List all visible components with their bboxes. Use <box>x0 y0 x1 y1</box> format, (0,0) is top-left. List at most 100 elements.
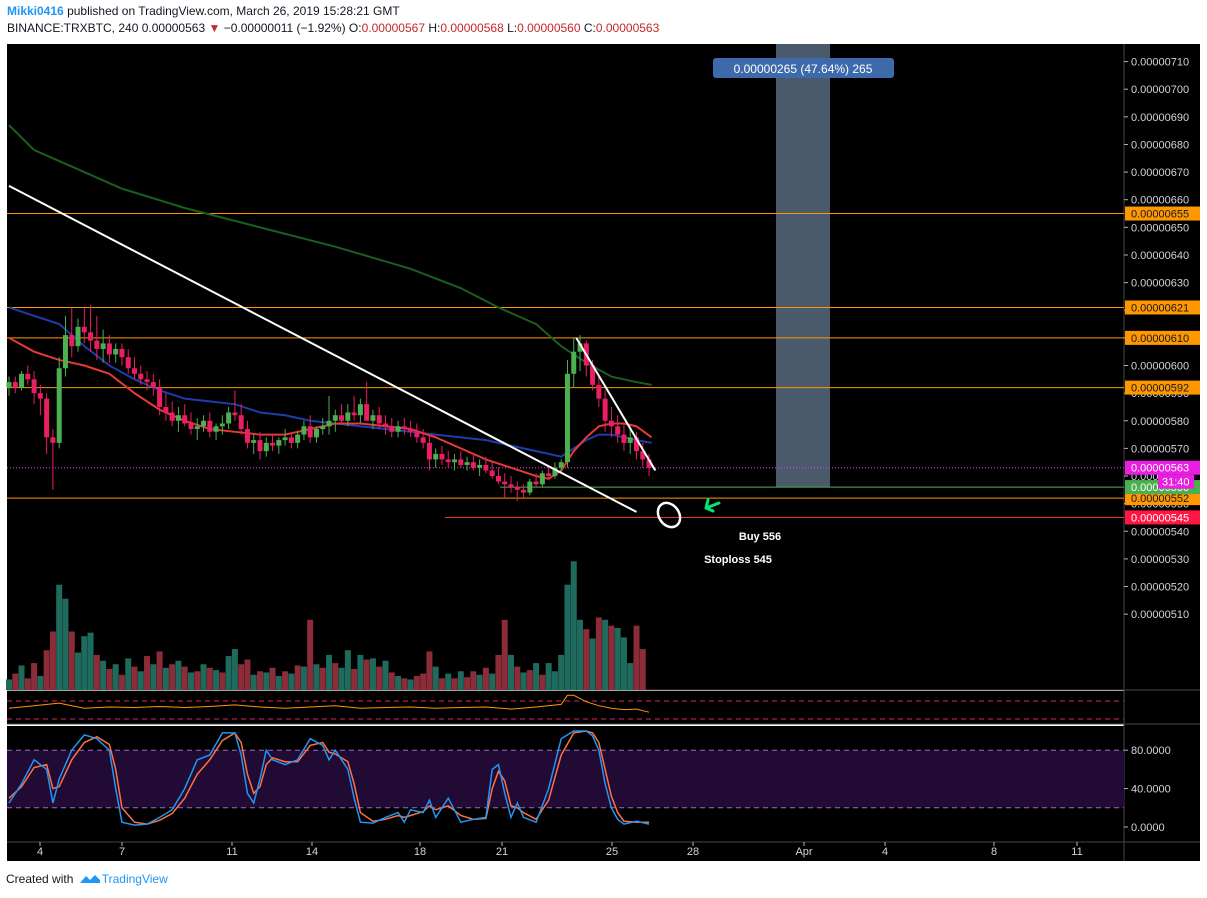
candle-body <box>100 343 106 349</box>
close-value: 0.00000563 <box>595 21 660 35</box>
tradingview-logo-icon <box>79 874 100 883</box>
stoch-tick-label: 0.0000 <box>1131 822 1165 834</box>
volume-bar <box>533 663 540 690</box>
candle-body <box>50 437 56 443</box>
candle-body <box>232 412 238 416</box>
volume-bar <box>457 671 464 690</box>
candle-body <box>12 382 18 388</box>
volume-bar <box>313 664 320 690</box>
volume-bar <box>633 625 640 690</box>
price-tick-label: 0.00000690 <box>1131 112 1189 124</box>
level-price-label: 0.00000592 <box>1131 383 1189 395</box>
symbol-info: BINANCE:TRXBTC, 240 0.00000563 ▼ −0.0000… <box>7 21 659 35</box>
volume-bar <box>608 625 615 690</box>
candle-body <box>483 464 489 471</box>
volume-bar <box>620 637 627 690</box>
volume-bar <box>37 675 44 690</box>
volume-bar <box>545 663 552 690</box>
level-price-label: 0.00000552 <box>1131 493 1189 505</box>
countdown-label: 31:40 <box>1162 477 1190 489</box>
volume-bar <box>514 666 521 690</box>
candle-body <box>251 440 257 443</box>
candle-body <box>458 459 464 465</box>
volume-bar <box>62 598 69 690</box>
volume-bar <box>56 584 63 690</box>
candle-body <box>81 326 87 333</box>
last-price: 0.00000563 <box>141 21 206 35</box>
volume-bar <box>231 649 238 690</box>
level-price-tag <box>1125 300 1200 315</box>
author-name[interactable]: Mikki0416 <box>7 4 64 18</box>
volume-bar <box>68 631 75 690</box>
level-price-label: 0.00000621 <box>1131 302 1189 314</box>
volume-bar <box>332 663 339 690</box>
time-tick-label: Apr <box>795 846 812 858</box>
candle-body <box>452 459 458 463</box>
volume-bar <box>294 665 301 690</box>
candle-body <box>157 387 163 407</box>
candle-body <box>276 440 282 446</box>
candle-body <box>213 426 219 432</box>
volume-bar <box>24 678 31 690</box>
footer: Created with TradingView <box>6 872 168 887</box>
price-tick-label: 0.00000640 <box>1131 250 1189 262</box>
time-axis <box>7 842 1200 861</box>
stoch-band-fill <box>7 750 1124 808</box>
volume-bar <box>407 679 414 690</box>
price-tick-label: 0.00000660 <box>1131 195 1189 207</box>
volume-bar <box>187 672 194 690</box>
candle-body <box>621 434 627 443</box>
candle-body <box>62 335 68 369</box>
candle-body <box>408 429 414 432</box>
candle-body <box>169 412 175 421</box>
volume-bar <box>43 650 50 690</box>
candle-body <box>163 406 169 413</box>
level-price-label: 0.00000610 <box>1131 333 1189 345</box>
candle-body <box>376 415 382 424</box>
volume-bar <box>100 660 107 690</box>
candle-body <box>301 426 307 435</box>
time-tick-label: 18 <box>414 846 426 858</box>
low-value: 0.00000560 <box>517 21 581 35</box>
level-price-tag <box>1125 510 1200 525</box>
volume-bar <box>539 674 546 690</box>
volume-bar <box>363 659 370 690</box>
volume-bar <box>570 561 577 690</box>
candle-body <box>508 484 514 488</box>
volume-bar <box>526 670 533 690</box>
volume-bar <box>213 670 220 690</box>
candle-body <box>514 487 520 490</box>
candle-body <box>521 489 527 493</box>
volume-bar <box>401 678 408 690</box>
volume-bar <box>351 668 358 690</box>
candle-body <box>219 423 225 427</box>
candle-body <box>627 437 633 443</box>
level-price-tag <box>1125 380 1200 395</box>
candle-body <box>144 379 150 383</box>
volume-bar <box>169 664 176 690</box>
volume-bar <box>388 672 395 690</box>
candle-body <box>577 343 583 352</box>
countdown-tag <box>1158 474 1194 489</box>
volume-bar <box>81 636 88 690</box>
volume-bar <box>382 660 389 690</box>
volume-bar <box>558 654 565 690</box>
candle-body <box>182 415 188 424</box>
tradingview-link[interactable]: TradingView <box>101 872 168 886</box>
candle-body <box>56 368 62 443</box>
candle-body <box>646 459 652 468</box>
time-tick-label: 21 <box>496 846 508 858</box>
candle-body <box>150 382 156 388</box>
volume-bar <box>181 666 188 690</box>
time-tick-label: 7 <box>119 846 125 858</box>
volume-bar <box>508 654 514 690</box>
candle-body <box>546 473 552 477</box>
time-tick-label: 4 <box>882 846 888 858</box>
volume-bar <box>639 649 646 690</box>
volume-bar <box>87 632 94 690</box>
volume-bar <box>288 673 295 690</box>
volume-bar <box>12 673 19 690</box>
volume-bar <box>137 671 144 690</box>
volume-bar <box>589 638 596 690</box>
